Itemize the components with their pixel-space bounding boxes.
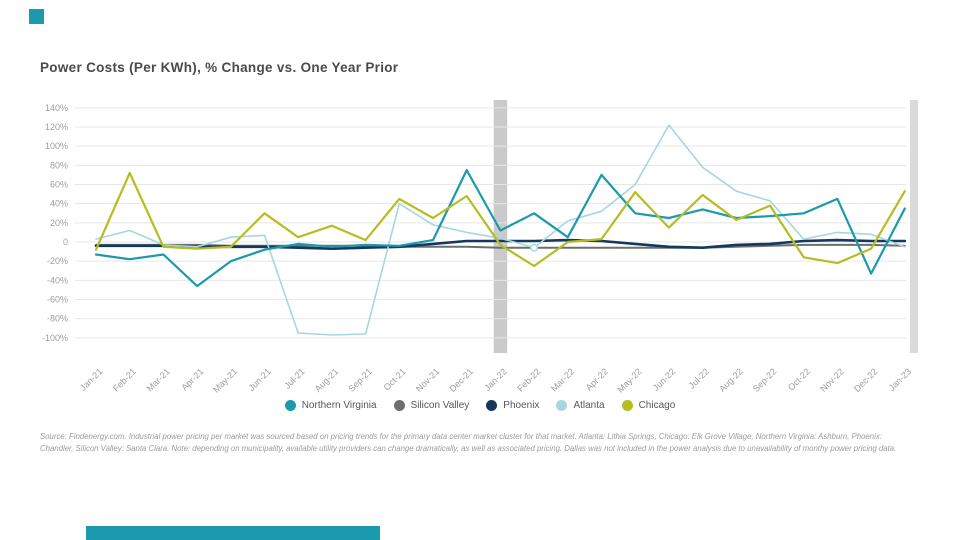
y-axis-label: 60%: [50, 180, 68, 190]
legend-dot-northern-virginia: [284, 400, 296, 411]
y-axis-label: -80%: [47, 314, 68, 324]
y-axis-label: -20%: [47, 256, 68, 266]
y-axis-label: -100%: [42, 333, 68, 343]
x-axis-label: Dec-22: [852, 366, 880, 394]
x-axis-label: Jun-22: [651, 366, 678, 393]
legend-label: Silicon Valley: [410, 400, 470, 411]
y-axis-label: 20%: [50, 218, 68, 228]
y-axis-label: -60%: [47, 294, 68, 304]
y-axis-label: 80%: [50, 160, 68, 170]
series-line-chicago: [94, 171, 906, 268]
y-axis-label: 40%: [50, 199, 68, 209]
chart-legend: Northern Virginia Silicon Valley Phoenix At…: [0, 400, 960, 411]
legend-label: Northern Virginia: [301, 400, 377, 411]
x-axis-label: May-22: [615, 366, 643, 394]
x-axis-label: Jan-21: [78, 366, 105, 393]
legend-dot-atlanta: [556, 400, 568, 411]
plot-right-edge-band: [910, 100, 918, 353]
y-axis-label: 120%: [45, 122, 68, 132]
atlanta-feb-22-marker: [530, 243, 539, 252]
x-axis-label: Mar-21: [145, 366, 172, 393]
legend-item-northern-virginia: Northern Virginia: [284, 400, 377, 411]
x-axis-label: Jan-23: [887, 366, 914, 393]
x-axis-label: Aug-21: [313, 366, 341, 394]
legend-item-atlanta: Atlanta: [556, 400, 605, 411]
y-axis-label: 100%: [45, 141, 68, 151]
y-axis-label: -40%: [47, 275, 68, 285]
x-axis-label: Jan-22: [482, 366, 509, 393]
y-axis-label: 140%: [45, 103, 68, 113]
x-axis-label: Nov-21: [414, 366, 442, 394]
legend-item-chicago: Chicago: [621, 400, 676, 411]
legend-label: Chicago: [638, 400, 676, 411]
x-axis-label: May-21: [211, 366, 239, 394]
highlight-band-jan-22: [493, 100, 508, 353]
legend-label: Phoenix: [503, 400, 540, 411]
x-axis-label: Jul-22: [687, 366, 711, 390]
legend-dot-silicon-valley: [393, 400, 405, 411]
x-axis-label: Sep-21: [346, 366, 374, 394]
brand-accent-bar: [86, 526, 380, 540]
x-axis-label: Oct-22: [786, 366, 812, 392]
x-axis-label: Sep-22: [751, 366, 779, 394]
x-axis-label: Jun-21: [246, 366, 273, 393]
x-axis-label: Oct-21: [382, 366, 408, 392]
x-axis-label: Apr-21: [179, 366, 205, 392]
series-line-northern-virginia: [94, 169, 906, 288]
legend-dot-phoenix: [486, 400, 498, 411]
brand-accent-square: [29, 9, 44, 24]
x-axis-label: Jul-21: [282, 366, 306, 390]
series-line-atlanta: [95, 124, 906, 336]
x-axis-label: Nov-22: [818, 366, 846, 394]
x-axis-label: Feb-22: [515, 366, 542, 393]
x-axis-label: Dec-21: [448, 366, 476, 394]
legend-label: Atlanta: [573, 400, 605, 411]
x-axis-label: Apr-22: [584, 366, 610, 392]
x-axis-label: Mar-22: [549, 366, 576, 393]
chart-title: Power Costs (Per KWh), % Change vs. One …: [40, 60, 399, 75]
legend-dot-chicago: [621, 400, 633, 411]
x-axis-label: Feb-21: [111, 366, 138, 393]
legend-item-phoenix: Phoenix: [486, 400, 539, 411]
legend-item-silicon-valley: Silicon Valley: [393, 400, 470, 411]
y-axis-label: 0: [63, 237, 68, 247]
x-axis-label: Aug-22: [717, 366, 745, 394]
source-note: Source: Findenergy.com. Industrial power…: [40, 431, 924, 454]
source-note-line-1: Source: Findenergy.com. Industrial power…: [40, 432, 882, 441]
source-note-line-2: Chandler, Silicon Valley: Santa Clara. N…: [40, 443, 897, 453]
